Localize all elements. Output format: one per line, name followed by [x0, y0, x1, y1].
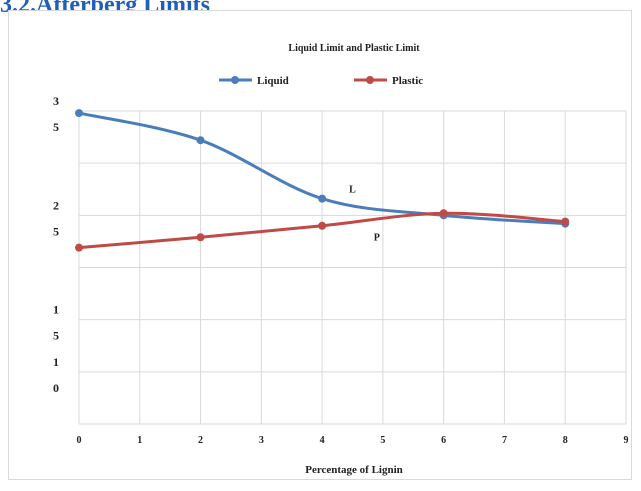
liquid-data-point — [75, 109, 83, 118]
x-tick-label: 0 — [77, 435, 82, 446]
plastic-data-point — [196, 233, 205, 242]
x-tick-label: 8 — [563, 435, 568, 446]
x-tick-label: 1 — [137, 435, 142, 446]
series-group — [75, 109, 570, 252]
plastic-data-point — [439, 209, 448, 218]
x-tick-label: 5 — [380, 435, 385, 446]
legend: Liquid Plastic — [219, 75, 423, 87]
plastic-legend-marker — [366, 76, 374, 84]
x-tick-label: 7 — [502, 435, 507, 446]
liquid-legend-marker — [231, 76, 239, 84]
y-tick-label: 5 — [53, 224, 59, 238]
x-tick-label: 9 — [624, 435, 629, 446]
plastic-data-point — [75, 243, 83, 252]
y-axis: 3 5 2 5 1 5 1 0 — [53, 94, 59, 395]
plastic-legend-label: Plastic — [392, 75, 423, 87]
annotations: LP — [349, 184, 380, 243]
chart-title: Liquid Limit and Plastic Limit — [288, 43, 420, 54]
plastic-data-point — [318, 221, 327, 230]
y-tick-label: 5 — [53, 329, 59, 343]
x-axis: 0 1 2 3 4 5 6 7 8 9 — [77, 435, 629, 446]
y-tick-label: 0 — [53, 381, 59, 395]
x-axis-label: Percentage of Lignin — [305, 464, 403, 476]
x-tick-label: 2 — [198, 435, 203, 446]
line-chart: Liquid Limit and Plastic Limit Liquid Pla… — [8, 10, 632, 480]
y-tick-label: 5 — [53, 120, 59, 134]
y-tick-label: 3 — [53, 94, 59, 108]
series-annotation: L — [349, 184, 356, 195]
y-tick-label: 1 — [53, 355, 59, 369]
plastic-data-point — [561, 217, 570, 226]
x-tick-label: 6 — [441, 435, 446, 446]
liquid-legend-label: Liquid — [257, 75, 289, 87]
x-tick-label: 4 — [320, 435, 325, 446]
grid — [78, 110, 627, 425]
y-tick-label: 1 — [53, 303, 59, 317]
y-tick-label: 2 — [53, 198, 59, 212]
series-annotation: P — [374, 232, 380, 243]
liquid-data-point — [318, 194, 327, 203]
x-tick-label: 3 — [259, 435, 264, 446]
liquid-data-point — [196, 136, 205, 145]
chart-area: Liquid Limit and Plastic Limit Liquid Pla… — [8, 10, 632, 480]
